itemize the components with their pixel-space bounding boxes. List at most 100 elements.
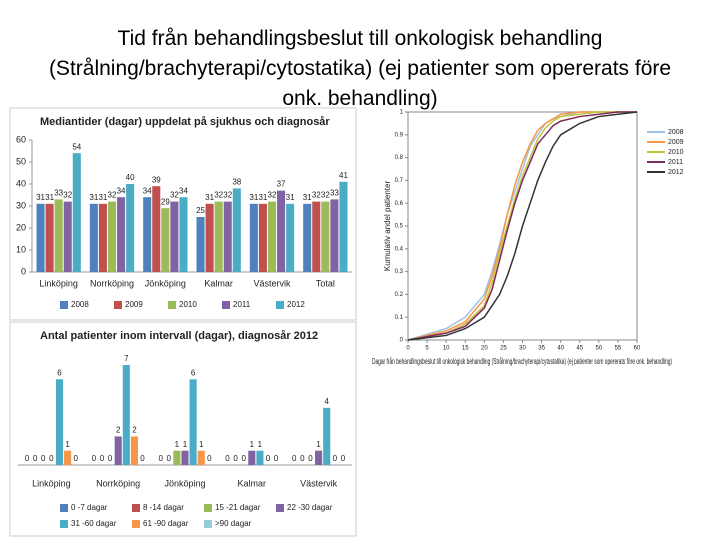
bar bbox=[181, 450, 189, 465]
legend-label: 2010 bbox=[668, 149, 684, 156]
bar bbox=[256, 450, 264, 465]
legend-swatch bbox=[222, 301, 230, 309]
legend-label: 31 -60 dagar bbox=[71, 519, 117, 528]
legend-swatch bbox=[204, 520, 212, 528]
value-label: 1 bbox=[183, 440, 188, 449]
value-label: 31 bbox=[249, 193, 258, 202]
bar bbox=[64, 450, 72, 465]
x-tick-label: Västervik bbox=[253, 278, 291, 288]
value-label: 34 bbox=[179, 186, 188, 195]
value-label: 0 bbox=[92, 454, 97, 463]
value-label: 1 bbox=[250, 440, 255, 449]
value-label: 31 bbox=[303, 193, 312, 202]
value-label: 31 bbox=[89, 193, 98, 202]
value-label: 0 bbox=[292, 454, 297, 463]
value-label: 31 bbox=[98, 193, 107, 202]
bar bbox=[179, 197, 188, 272]
bar bbox=[312, 201, 321, 272]
bar bbox=[277, 190, 286, 272]
value-label: 31 bbox=[258, 193, 267, 202]
x-tick-label: 5 bbox=[425, 346, 429, 352]
y-tick-label: 0 bbox=[400, 338, 404, 344]
line bbox=[407, 111, 638, 341]
legend-swatch bbox=[60, 301, 68, 309]
y-tick-label: 0.6 bbox=[395, 201, 404, 207]
legend-label: 22 -30 dagar bbox=[287, 503, 333, 512]
value-label: 2 bbox=[132, 426, 137, 435]
slide-title: Tid från behandlingsbeslut till onkologi… bbox=[48, 27, 672, 110]
value-label: 32 bbox=[312, 191, 321, 200]
y-tick-label: 0 bbox=[21, 266, 26, 276]
x-tick-label: Jönköping bbox=[164, 478, 205, 488]
y-tick-label: 0.4 bbox=[395, 246, 404, 252]
bar bbox=[205, 203, 214, 272]
value-label: 6 bbox=[57, 368, 62, 377]
value-label: 0 bbox=[167, 454, 172, 463]
y-tick-label: 0.2 bbox=[395, 292, 404, 298]
value-label: 39 bbox=[152, 175, 161, 184]
y-tick-label: 0.8 bbox=[395, 155, 404, 161]
value-label: 31 bbox=[45, 193, 54, 202]
bar bbox=[267, 201, 277, 272]
value-label: 1 bbox=[175, 440, 180, 449]
chart-frame bbox=[9, 321, 357, 537]
bar bbox=[72, 153, 81, 272]
value-label: 0 bbox=[233, 454, 238, 463]
value-label: 0 bbox=[266, 454, 271, 463]
value-label: 0 bbox=[25, 454, 30, 463]
value-label: 0 bbox=[225, 454, 230, 463]
value-label: 31 bbox=[36, 193, 45, 202]
bar bbox=[161, 208, 170, 272]
value-label: 0 bbox=[33, 454, 38, 463]
value-label: 38 bbox=[232, 178, 241, 187]
value-label: 0 bbox=[108, 454, 113, 463]
value-label: 0 bbox=[140, 454, 145, 463]
x-tick-label: Kalmar bbox=[238, 478, 267, 488]
legend-label: 2011 bbox=[668, 159, 683, 166]
x-tick-label: 0 bbox=[406, 346, 410, 352]
bar bbox=[223, 201, 232, 272]
y-axis-label: Kumulativ andel patienter bbox=[383, 181, 392, 272]
bar bbox=[214, 201, 223, 272]
value-label: 0 bbox=[341, 454, 346, 463]
value-label: 40 bbox=[126, 173, 135, 182]
value-label: 1 bbox=[316, 440, 321, 449]
value-label: 0 bbox=[207, 454, 212, 463]
y-tick-label: 50 bbox=[16, 156, 26, 166]
legend-swatch bbox=[114, 301, 122, 309]
value-label: 32 bbox=[214, 191, 223, 200]
value-label: 1 bbox=[258, 440, 263, 449]
x-tick-label: Linköping bbox=[32, 478, 71, 488]
bar bbox=[173, 450, 181, 465]
bar bbox=[249, 203, 258, 272]
value-label: 32 bbox=[108, 191, 117, 200]
bar bbox=[258, 203, 267, 272]
x-tick-label: 10 bbox=[443, 346, 450, 352]
value-label: 34 bbox=[143, 186, 152, 195]
y-tick-label: 0.3 bbox=[395, 269, 404, 275]
x-tick-label: 60 bbox=[634, 346, 641, 352]
bar bbox=[189, 379, 197, 465]
x-tick-label: Linköping bbox=[39, 278, 78, 288]
bar bbox=[170, 201, 179, 272]
bar bbox=[63, 201, 72, 272]
y-tick-label: 30 bbox=[16, 200, 26, 210]
bar bbox=[126, 184, 135, 272]
value-label: 0 bbox=[274, 454, 279, 463]
value-label: 29 bbox=[161, 197, 170, 206]
legend-swatch bbox=[276, 504, 284, 512]
value-label: 31 bbox=[286, 193, 295, 202]
legend-label: 2008 bbox=[668, 129, 684, 136]
legend-label: 2012 bbox=[287, 300, 305, 309]
x-tick-label: 45 bbox=[576, 346, 583, 352]
x-tick-label: 15 bbox=[462, 346, 469, 352]
y-tick-label: 20 bbox=[16, 222, 26, 232]
line bbox=[407, 111, 637, 341]
bar bbox=[321, 201, 330, 272]
legend-label: 2012 bbox=[668, 169, 684, 176]
bar bbox=[303, 203, 312, 272]
bar bbox=[114, 436, 122, 465]
bar bbox=[117, 197, 126, 272]
